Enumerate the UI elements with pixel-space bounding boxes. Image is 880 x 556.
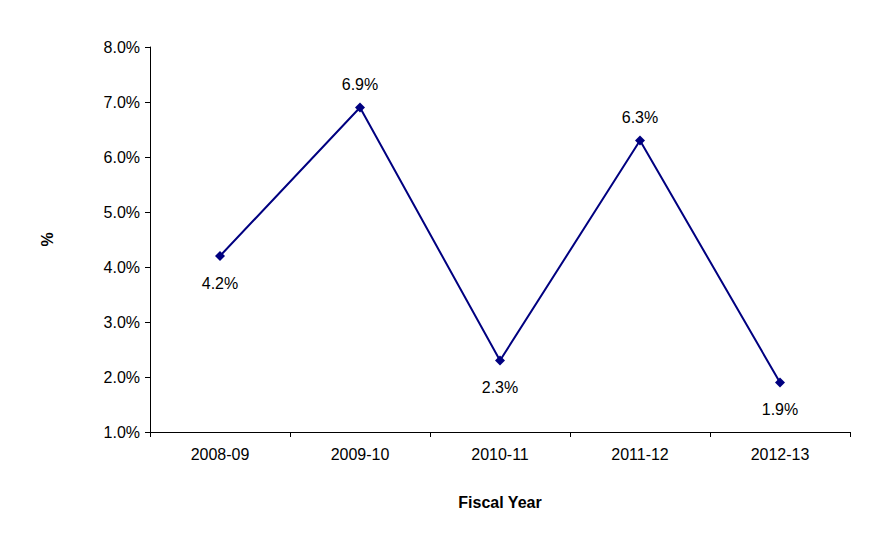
- svg-text:3.0%: 3.0%: [104, 314, 140, 331]
- svg-text:2.3%: 2.3%: [482, 379, 518, 396]
- svg-text:4.0%: 4.0%: [104, 259, 140, 276]
- svg-text:6.0%: 6.0%: [104, 149, 140, 166]
- svg-text:5.0%: 5.0%: [104, 204, 140, 221]
- svg-text:2.0%: 2.0%: [104, 369, 140, 386]
- svg-text:2009-10: 2009-10: [331, 446, 390, 463]
- svg-text:%: %: [39, 232, 56, 246]
- svg-text:6.3%: 6.3%: [622, 109, 658, 126]
- svg-text:Fiscal Year: Fiscal Year: [458, 494, 541, 511]
- svg-text:1.0%: 1.0%: [104, 424, 140, 441]
- svg-text:1.9%: 1.9%: [762, 401, 798, 418]
- svg-text:2012-13: 2012-13: [751, 446, 810, 463]
- svg-text:2010-11: 2010-11: [471, 446, 529, 463]
- svg-text:7.0%: 7.0%: [104, 94, 140, 111]
- svg-text:2008-09: 2008-09: [191, 446, 250, 463]
- svg-text:4.2%: 4.2%: [202, 275, 238, 292]
- svg-text:2011-12: 2011-12: [611, 446, 669, 463]
- svg-text:8.0%: 8.0%: [104, 39, 140, 56]
- svg-text:6.9%: 6.9%: [342, 76, 378, 93]
